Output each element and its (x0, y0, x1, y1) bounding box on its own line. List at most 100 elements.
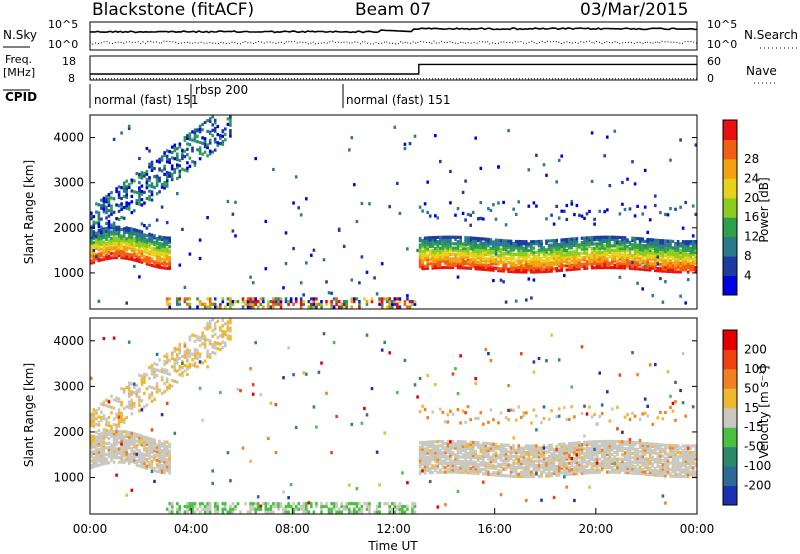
cell-2546 (684, 257, 687, 261)
cell-2367 (654, 249, 657, 253)
cell-1264 (451, 453, 455, 457)
cell-1623 (520, 240, 523, 244)
cell-2372 (654, 238, 657, 242)
cell-1016 (365, 504, 369, 509)
cell-1112 (431, 264, 434, 268)
cell-469 (148, 239, 151, 243)
cell-720 (191, 138, 194, 142)
cell-1956 (580, 214, 584, 218)
cell-1092 (426, 247, 429, 251)
cell-2461 (669, 252, 672, 256)
cell-1342 (464, 446, 467, 451)
cell-2435 (664, 239, 667, 243)
cell-1418 (479, 467, 483, 471)
cell-1523 (502, 245, 505, 249)
cell-1204 (441, 459, 445, 463)
cell-1587 (514, 252, 518, 256)
cell-1341 (464, 449, 467, 453)
cell-1611 (520, 268, 523, 272)
cell-1317 (461, 470, 465, 474)
cell-1943 (575, 463, 579, 467)
cell-227 (117, 234, 121, 238)
cell-995 (350, 510, 354, 514)
cell-1828 (557, 245, 561, 249)
cell-2455 (669, 267, 672, 271)
cell-4 (90, 452, 93, 456)
cell-710 (191, 502, 194, 506)
cell-2287 (641, 259, 644, 263)
cell-2093 (600, 448, 604, 452)
cell-1589 (514, 244, 518, 248)
cell-2231 (631, 258, 634, 262)
cell-2094 (606, 248, 609, 252)
cell-1957 (583, 266, 586, 270)
cell-1064 (421, 249, 424, 253)
cell-475 (150, 439, 154, 444)
cell-1911 (573, 256, 576, 260)
cell-690 (186, 507, 189, 511)
cell-111 (102, 446, 106, 451)
cell-371 (135, 199, 139, 203)
cell-562 (160, 261, 164, 265)
cell-2479 (671, 248, 675, 252)
cell-2182 (621, 240, 624, 244)
cell-971 (330, 502, 333, 506)
cell-80 (97, 415, 101, 419)
cell-304 (127, 244, 131, 248)
cell-874 (264, 219, 268, 223)
cell-453 (148, 447, 151, 452)
cell-1830 (555, 445, 558, 449)
cell-553 (158, 235, 161, 239)
cell-2096 (600, 439, 604, 444)
cell-873 (251, 504, 255, 509)
cell-1409 (477, 463, 480, 467)
cell-1321 (461, 462, 465, 466)
cell-1836 (560, 260, 563, 264)
cell-2525 (679, 205, 682, 209)
cell-2023 (588, 485, 591, 489)
cell-1294 (456, 448, 460, 452)
cell-718 (193, 334, 197, 338)
cell-492 (153, 449, 156, 453)
nave-tick-high: 60 (707, 55, 721, 68)
cell-1004 (385, 297, 389, 301)
cell-2137 (613, 240, 617, 244)
cell-234 (117, 204, 121, 208)
cell-1763 (547, 267, 551, 271)
cell-1713 (535, 464, 538, 468)
noise-panel: N.Sky 10^5 10^0 10^5 10^0 N.Search (3, 18, 798, 51)
cell-926 (310, 302, 313, 306)
cell-415 (140, 192, 144, 196)
cell-2163 (613, 444, 617, 448)
cell-1563 (509, 250, 513, 254)
cell-663 (178, 507, 182, 511)
cell-1373 (477, 256, 480, 260)
cell-756 (203, 510, 207, 514)
cell-133 (105, 221, 108, 225)
cell-1979 (580, 445, 584, 449)
cell-1692 (532, 242, 536, 246)
cell-2214 (623, 455, 627, 459)
date-title: 03/Mar/2015 (580, 0, 688, 20)
cell-160 (107, 198, 111, 202)
cell-795 (213, 305, 217, 309)
cell-1524 (502, 243, 505, 247)
cell-39 (92, 413, 96, 417)
cell-2383 (656, 249, 660, 253)
cell-157 (107, 404, 111, 409)
cell-2040 (593, 470, 596, 474)
cell-1589 (512, 455, 515, 459)
cell-868 (249, 504, 252, 509)
cell-1521 (502, 252, 505, 256)
cell-588 (163, 244, 166, 248)
cell-1882 (568, 257, 571, 261)
y-tick-label-3: 4000 (53, 131, 84, 145)
cell-17 (90, 227, 93, 231)
cell-891 (279, 305, 283, 309)
cell-728 (193, 128, 197, 132)
cell-1166 (434, 455, 437, 459)
cell-1608 (517, 243, 520, 247)
cell-606 (165, 251, 169, 255)
cell-1670 (527, 464, 531, 468)
cell-1764 (547, 265, 551, 269)
